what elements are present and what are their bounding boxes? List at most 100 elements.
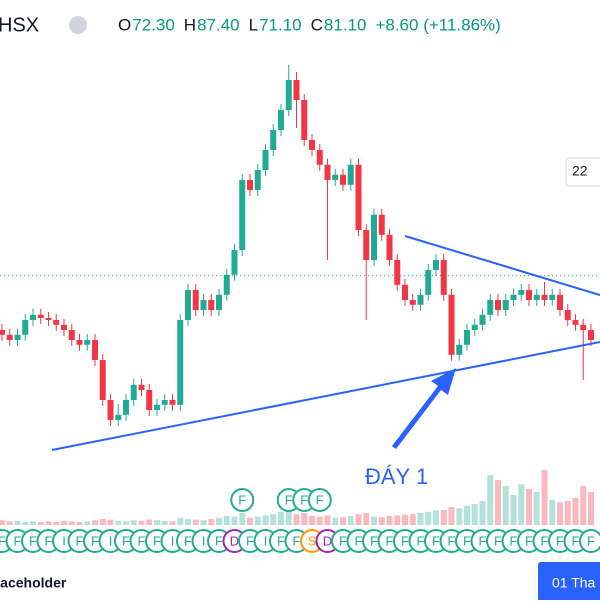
candle-body — [332, 174, 339, 180]
candle-body — [564, 310, 571, 320]
candle-body — [363, 230, 370, 260]
event-label: F — [587, 533, 595, 548]
volume-bar — [30, 521, 36, 525]
candle-body — [378, 214, 385, 235]
volume-bar — [270, 514, 277, 525]
volume-bar — [53, 522, 60, 525]
resistance-trendline — [404, 235, 600, 296]
date-tag-box — [538, 562, 600, 602]
candle-body — [14, 334, 21, 340]
volume-bar — [76, 522, 83, 525]
volume-bar — [138, 520, 145, 525]
volume-bar — [169, 521, 176, 525]
volume-bar — [161, 520, 168, 525]
candle-body — [99, 360, 106, 400]
volume-bar — [417, 513, 424, 525]
volume-bar — [510, 495, 517, 525]
event-label: F — [29, 533, 37, 548]
candle-body — [30, 314, 36, 320]
candle-body — [37, 314, 44, 318]
event-label: F — [339, 533, 347, 548]
candle-body — [340, 174, 346, 185]
volume-bar — [394, 515, 401, 525]
volume-bar — [588, 492, 594, 525]
volume-bar — [580, 486, 587, 525]
candle-body — [425, 270, 432, 295]
volume-bar — [557, 502, 563, 525]
candle-body — [549, 294, 556, 300]
event-label: S — [308, 533, 317, 548]
volume-bar — [154, 520, 160, 525]
candle-body — [347, 164, 354, 185]
price-tag: 22 — [572, 163, 588, 179]
candle-body — [324, 164, 331, 180]
ohlc-key: H — [184, 15, 196, 34]
candle-body — [84, 340, 91, 345]
candle-body — [572, 320, 579, 325]
candle-body — [526, 290, 532, 300]
volume-bar — [61, 520, 67, 525]
volume-bar — [254, 516, 261, 525]
candle-body — [456, 344, 463, 355]
event-label: F — [556, 533, 564, 548]
candle-body — [22, 320, 29, 335]
candle-body — [254, 170, 261, 190]
volume-bar — [115, 520, 122, 525]
event-label: F — [448, 533, 456, 548]
volume-bar — [409, 514, 416, 525]
volume-bar — [518, 484, 525, 525]
header: HSX O 72.30 H 87.40 L 71.10 C 81.10 +8.60 (+11.8… — [0, 14, 501, 36]
volume-bar — [37, 522, 44, 525]
event-icon — [579, 529, 600, 553]
volume-bar — [107, 519, 114, 525]
event-label: F — [370, 533, 378, 548]
candle-body — [200, 300, 207, 310]
change: +8.60 (+11.86%) — [375, 15, 500, 34]
volume-bar — [185, 519, 191, 525]
volume-bar — [526, 489, 532, 525]
event-layer: F F F F I F F I F F F I F I F D F I F F S D F F F F F F F F F F F F F F F F FF… — [0, 488, 600, 553]
volume-bar — [278, 511, 284, 525]
candle-body — [53, 320, 60, 325]
volume-bar — [14, 520, 21, 525]
volume-bar — [456, 508, 463, 525]
candle-body — [138, 384, 145, 390]
symbol: HSX — [0, 14, 39, 36]
candle-body — [146, 390, 153, 410]
event-label: I — [264, 533, 268, 548]
candle-body — [433, 260, 439, 270]
candle-body — [185, 290, 191, 320]
ohlc-key: L — [249, 15, 258, 34]
event-label: F — [238, 492, 246, 507]
volume-bar — [386, 516, 393, 525]
candle-body — [371, 214, 377, 260]
candle-body — [293, 80, 300, 100]
event-label: F — [386, 533, 394, 548]
candle-body — [239, 180, 246, 250]
ohlc-value: 71.10 — [259, 15, 302, 34]
event-label: F — [76, 533, 84, 548]
event-label: F — [285, 492, 293, 507]
x-tick-label: 2019-01-placeholder — [0, 575, 67, 591]
volume-bar — [130, 520, 137, 525]
event-icon — [230, 488, 255, 512]
volume-bar — [22, 522, 29, 525]
candle-layer — [0, 64, 600, 426]
price-tag-box — [565, 157, 600, 187]
event-label: F — [293, 533, 301, 548]
volume-bar — [355, 514, 362, 525]
volume-bar — [0, 520, 5, 525]
candle-body — [262, 150, 269, 170]
event-label: D — [230, 533, 239, 548]
volume-bar — [239, 513, 246, 525]
volume-bar — [99, 519, 106, 525]
volume-bar — [208, 519, 215, 525]
volume-bar — [177, 517, 184, 525]
volume-bar — [216, 517, 222, 525]
candle-body — [588, 330, 594, 340]
candle-body — [557, 294, 563, 310]
volume-bar — [200, 520, 207, 525]
date-tag: 01 Tha — [552, 575, 596, 591]
event-label: I — [109, 533, 113, 548]
